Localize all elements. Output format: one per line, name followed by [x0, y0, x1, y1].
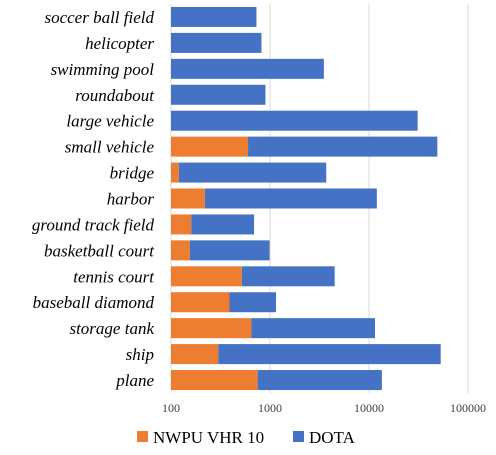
- category-label: harbor: [107, 190, 155, 209]
- bar-nwpu-ground-track-field: [171, 214, 192, 235]
- bar-nwpu-harbor: [171, 188, 205, 209]
- bar-dota-small-vehicle: [248, 136, 438, 157]
- bar-dota-bridge: [178, 162, 327, 183]
- category-label: swimming pool: [51, 60, 155, 79]
- bar-nwpu-ship: [171, 344, 219, 365]
- bar-nwpu-tennis-court: [171, 266, 242, 287]
- x-tick-label: 10000: [354, 401, 384, 415]
- legend-label-dota: DOTA: [309, 428, 356, 447]
- bar-nwpu-baseball-diamond: [171, 292, 230, 313]
- category-label: small vehicle: [65, 138, 155, 157]
- bar-dota-roundabout: [171, 84, 266, 105]
- x-tick-label: 100: [162, 401, 180, 415]
- bar-dota-ground-track-field: [191, 214, 255, 235]
- x-tick-label: 100000: [450, 401, 486, 415]
- bar-nwpu-basketball-court: [171, 240, 190, 261]
- category-label: plane: [115, 371, 154, 390]
- category-label: ground track field: [32, 215, 155, 234]
- category-label: baseball diamond: [33, 293, 155, 312]
- category-label: storage tank: [69, 319, 154, 338]
- category-label: roundabout: [75, 86, 155, 105]
- bar-nwpu-plane: [171, 370, 258, 391]
- category-label: tennis court: [73, 267, 155, 286]
- category-label: ship: [126, 345, 154, 364]
- bar-dota-tennis-court: [241, 266, 335, 287]
- x-tick-labels: 100 1000 10000 100000: [162, 401, 486, 415]
- bar-dota-baseball-diamond: [229, 292, 277, 313]
- category-label: large vehicle: [66, 112, 154, 131]
- x-tick-label: 1000: [258, 401, 282, 415]
- bar-dota-ship: [218, 344, 441, 365]
- category-label: bridge: [110, 164, 155, 183]
- bar-dota-harbor: [204, 188, 377, 209]
- bars: [171, 6, 441, 391]
- legend: NWPU VHR 10 DOTA: [137, 428, 356, 447]
- category-labels: soccer ball field helicopter swimming pool…: [32, 8, 155, 390]
- category-label: helicopter: [85, 34, 154, 53]
- legend-swatch-dota: [293, 431, 304, 442]
- bar-dota-storage-tank: [251, 318, 376, 339]
- bar-nwpu-storage-tank: [171, 318, 252, 339]
- bar-nwpu-small-vehicle: [171, 136, 249, 157]
- bar-dota-plane: [257, 370, 382, 391]
- bar-nwpu-bridge: [171, 162, 179, 183]
- legend-swatch-nwpu: [137, 431, 148, 442]
- bar-dota-basketball-court: [189, 240, 270, 261]
- legend-label-nwpu: NWPU VHR 10: [153, 428, 264, 447]
- bar-dota-swimming-pool: [171, 58, 324, 79]
- category-label: soccer ball field: [44, 8, 154, 27]
- bar-dota-soccer-ball-field: [171, 6, 257, 27]
- bar-dota-helicopter: [171, 32, 262, 53]
- bar-dota-large-vehicle: [171, 110, 418, 131]
- category-label: basketball court: [44, 241, 155, 260]
